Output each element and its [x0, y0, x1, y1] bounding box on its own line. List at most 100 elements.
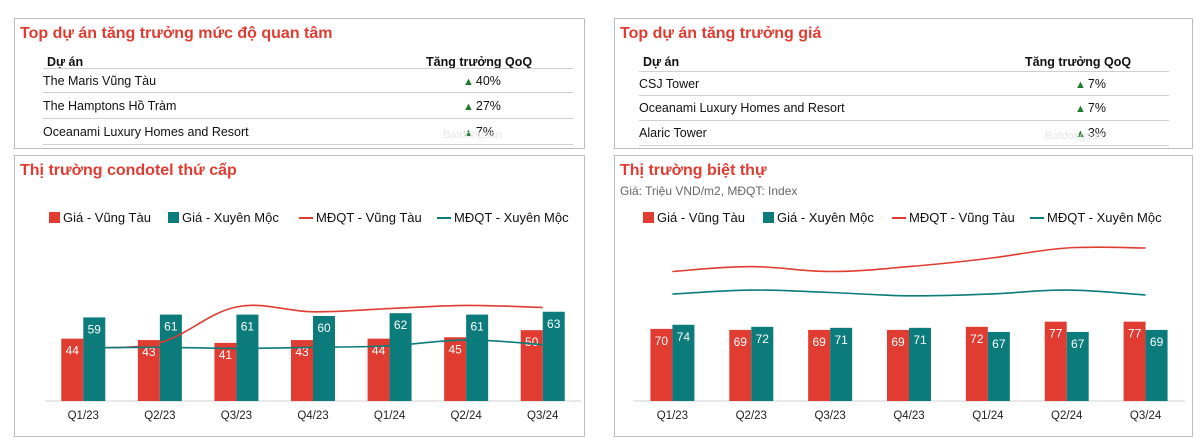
bar — [887, 329, 909, 401]
project-name: CSJ Tower — [639, 77, 700, 91]
col-header-project: Dự án — [643, 55, 680, 69]
x-tick-label: Q2/24 — [1051, 410, 1083, 422]
col-header-project: Dự án — [47, 55, 84, 69]
bar — [444, 337, 467, 401]
watermark-logo: Batdongsan — [1045, 130, 1104, 142]
legend-swatch — [168, 212, 179, 223]
bar-data-label: 69 — [891, 335, 905, 349]
growth-price-panel: Top dự án tăng trưởng giá Dự án Tăng trư… — [614, 18, 1193, 149]
bar-data-label: 72 — [756, 332, 770, 346]
bar-data-label: 61 — [164, 320, 178, 334]
up-arrow-icon: ▲ — [1075, 103, 1086, 115]
x-tick-label: Q3/23 — [814, 410, 845, 422]
bar-data-label: 72 — [970, 332, 984, 346]
bar-data-label: 67 — [1071, 337, 1085, 351]
legend-label: Giá - Vũng Tàu — [657, 210, 745, 225]
table-row: CSJ Tower ▲ 7% — [639, 71, 1169, 96]
bar — [1123, 321, 1146, 401]
bar — [909, 327, 931, 401]
series-line — [672, 246, 1146, 273]
growth-value: ▲ 27% — [463, 99, 501, 113]
bar-data-label: 69 — [812, 335, 826, 349]
legend-item: MĐQT - Xuyên Mộc — [1030, 210, 1162, 225]
bar — [367, 338, 390, 401]
growth-text: 7% — [1087, 77, 1106, 91]
bar-data-label: 44 — [372, 344, 386, 358]
growth-value: ▲ 40% — [463, 74, 501, 88]
bar-data-label: 70 — [655, 334, 669, 348]
legend-label: MĐQT - Vũng Tàu — [316, 210, 422, 225]
legend-swatch — [643, 212, 654, 223]
legend-item: Giá - Xuyên Mộc — [763, 210, 874, 225]
legend-swatch — [892, 216, 906, 219]
legend-label: MĐQT - Xuyên Mộc — [1047, 210, 1162, 225]
bar-data-label: 43 — [142, 345, 156, 359]
x-tick-label: Q1/23 — [68, 410, 99, 422]
growth-interest-panel: Top dự án tăng trưởng mức độ quan tâm Dự… — [14, 18, 585, 149]
table-row: Alaric Tower ▲ 3% — [639, 121, 1169, 146]
bar — [313, 316, 335, 401]
bar — [808, 329, 831, 401]
bar-data-label: 69 — [1150, 335, 1164, 349]
growth-text: 7% — [475, 125, 494, 139]
legend-label: MĐQT - Xuyên Mộc — [454, 210, 569, 225]
series-line — [83, 304, 543, 349]
legend-swatch — [437, 216, 451, 219]
up-arrow-icon: ▲ — [1075, 79, 1086, 91]
growth-text: 7% — [1087, 101, 1106, 115]
chart-subtitle: Giá: Triệu VND/m2, MĐQT: Index — [620, 184, 798, 198]
legend-swatch — [49, 212, 60, 223]
chart-title: Thị trường biệt thự — [620, 162, 767, 179]
project-name: The Maris Vũng Tàu — [43, 74, 157, 88]
bar-data-label: 77 — [1128, 327, 1142, 341]
bar — [672, 324, 695, 401]
bar — [830, 327, 853, 401]
legend-label: Giá - Vũng Tàu — [63, 210, 151, 225]
villa-chart: 70 74 Q1/23 69 72 Q2/23 69 71 Q3/23 69 71 Q4/23 72 67… — [633, 246, 1185, 422]
x-tick-label: Q1/23 — [657, 410, 688, 422]
growth-value: ▲ 7% — [1075, 101, 1106, 115]
chart-legend: Giá - Vũng Tàu Giá - Xuyên Mộc MĐQT - Vũ… — [643, 210, 1188, 226]
table-row: The Maris Vũng Tàu ▲ 40% — [43, 68, 573, 93]
growth-value: ▲ 7% — [1075, 77, 1106, 91]
bar-data-label: 77 — [1049, 327, 1063, 341]
growth-text: 3% — [1087, 126, 1106, 140]
bar — [650, 328, 673, 401]
col-header-growth: Tăng trưởng QoQ — [1025, 55, 1132, 69]
bar-data-label: 45 — [448, 342, 462, 356]
growth-value: ▲ 3% — [1075, 126, 1106, 140]
x-tick-label: Q3/23 — [221, 410, 252, 422]
bar-data-label: 74 — [677, 330, 691, 344]
x-tick-label: Q4/23 — [893, 410, 924, 422]
bar — [1066, 331, 1089, 401]
project-name: Oceanami Luxury Homes and Resort — [43, 125, 249, 139]
bar — [61, 338, 84, 401]
bar — [236, 314, 259, 401]
legend-item: MĐQT - Xuyên Mộc — [437, 210, 569, 225]
bar-data-label: 67 — [992, 337, 1006, 351]
bar — [389, 313, 412, 401]
bar — [542, 311, 565, 401]
bar-data-label: 71 — [913, 333, 927, 347]
table-row: Oceanami Luxury Homes and Resort ▲ 7% — [43, 120, 573, 145]
x-tick-label: Q2/24 — [450, 410, 482, 422]
bar-data-label: 61 — [241, 320, 255, 334]
bar-data-label: 69 — [734, 335, 748, 349]
series-line — [672, 289, 1146, 297]
col-header-growth: Tăng trưởng QoQ — [426, 55, 533, 69]
watermark-logo: Batdongsan — [443, 129, 502, 141]
growth-text: 27% — [475, 99, 501, 113]
project-name: Alaric Tower — [639, 126, 707, 140]
bar-data-label: 63 — [547, 317, 561, 331]
legend-label: Giá - Xuyên Mộc — [777, 210, 874, 225]
x-tick-label: Q3/24 — [527, 410, 559, 422]
growth-text: 40% — [475, 74, 501, 88]
legend-swatch — [1030, 216, 1044, 219]
bar — [214, 342, 237, 401]
legend-item: Giá - Xuyên Mộc — [168, 210, 279, 225]
bar-data-label: 71 — [834, 333, 848, 347]
project-name: Oceanami Luxury Homes and Resort — [639, 101, 845, 115]
bar — [137, 340, 160, 401]
bar — [1044, 321, 1067, 401]
legend-label: MĐQT - Vũng Tàu — [909, 210, 1015, 225]
